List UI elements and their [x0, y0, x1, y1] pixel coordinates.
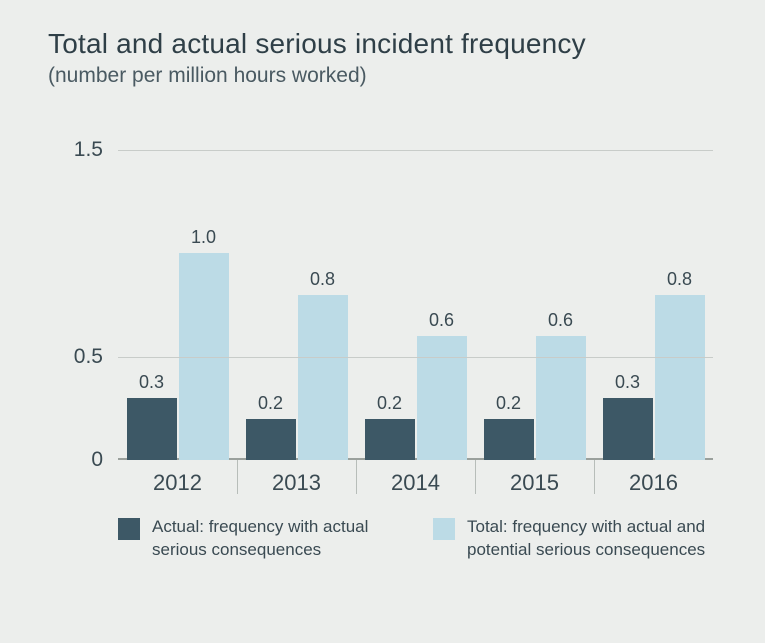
- x-tick-label: 2013: [237, 464, 356, 496]
- x-tick-label: 2012: [118, 464, 237, 496]
- plot-area: 0.31.00.20.80.20.60.20.60.30.8 00.51.5: [118, 150, 713, 460]
- bar-actual: 0.2: [484, 419, 534, 460]
- x-separator: [594, 460, 595, 494]
- x-tick-label: 2016: [594, 464, 713, 496]
- bar-total: 0.6: [417, 336, 467, 460]
- bar-value-label: 0.2: [258, 393, 283, 414]
- y-tick-label: 0: [43, 448, 103, 472]
- bar-total: 0.8: [298, 295, 348, 460]
- bar-group: 0.20.6: [356, 150, 475, 460]
- bar-group: 0.3 1.0: [118, 150, 237, 460]
- x-tick-label: 2015: [475, 464, 594, 496]
- bar-value-label: 0.2: [496, 393, 521, 414]
- bar-value-label: 0.6: [429, 310, 454, 331]
- x-tick-label: 2014: [356, 464, 475, 496]
- bar-value-label: 0.2: [377, 393, 402, 414]
- legend-swatch: [118, 518, 140, 540]
- legend-label: Total: frequency with actual and potenti…: [467, 516, 713, 562]
- bar-value-label: 0.8: [667, 269, 692, 290]
- x-separator: [475, 460, 476, 494]
- bar-group: 0.20.8: [237, 150, 356, 460]
- bar-actual: 0.2: [365, 419, 415, 460]
- x-separator: [237, 460, 238, 494]
- gridline: [118, 150, 713, 151]
- bar-value-label: 0.3: [615, 372, 640, 393]
- gridline: [118, 357, 713, 358]
- bar-value-label: 0.3: [139, 372, 164, 393]
- legend-item-total: Total: frequency with actual and potenti…: [433, 516, 713, 562]
- x-axis-labels: 20122013201420152016: [118, 464, 713, 496]
- x-separator: [356, 460, 357, 494]
- bar-groups: 0.31.00.20.80.20.60.20.60.30.8: [118, 150, 713, 460]
- bar-actual: 0.3: [127, 398, 177, 460]
- legend: Actual: frequency with actual serious co…: [118, 516, 713, 562]
- bar-value-label: 1.0: [191, 227, 216, 248]
- bar-actual: 0.2: [246, 419, 296, 460]
- bar-total: 0.6: [536, 336, 586, 460]
- y-tick-label: 0.5: [43, 345, 103, 369]
- chart-title: Total and actual serious incident freque…: [48, 28, 586, 60]
- bar-group: 0.20.6: [475, 150, 594, 460]
- bar-actual: 0.3: [603, 398, 653, 460]
- chart-subtitle: (number per million hours worked): [48, 64, 367, 88]
- bar-value-label: 0.8: [310, 269, 335, 290]
- y-tick-label: 1.5: [43, 138, 103, 162]
- legend-label: Actual: frequency with actual serious co…: [152, 516, 393, 562]
- bar-group: 0.30.8: [594, 150, 713, 460]
- bar-total: 0.8: [655, 295, 705, 460]
- bar-value-label: 0.6: [548, 310, 573, 331]
- legend-item-actual: Actual: frequency with actual serious co…: [118, 516, 393, 562]
- legend-swatch: [433, 518, 455, 540]
